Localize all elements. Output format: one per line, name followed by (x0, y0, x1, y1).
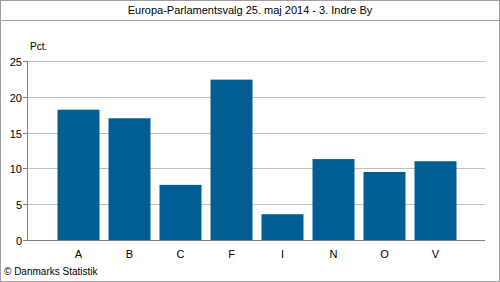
bar (262, 214, 304, 240)
x-tick-label: C (177, 248, 185, 260)
y-tick-label: 25 (10, 56, 22, 68)
y-axis-label: Pct. (30, 41, 47, 52)
chart-svg: Europa-Parlamentsvalg 25. maj 2014 - 3. … (0, 0, 500, 282)
x-tick-label: I (281, 248, 284, 260)
x-tick-label: A (75, 248, 83, 260)
x-tick-label: N (330, 248, 338, 260)
y-tick (23, 97, 27, 98)
y-tick-label: 0 (16, 235, 22, 247)
source: © Danmarks Statistik (4, 266, 99, 277)
bar (313, 159, 355, 240)
grid-line (27, 97, 485, 98)
y-tick (23, 240, 27, 241)
chart-container: Europa-Parlamentsvalg 25. maj 2014 - 3. … (0, 0, 500, 282)
y-tick (23, 61, 27, 62)
bar (364, 172, 406, 240)
x-tick-label: B (126, 248, 133, 260)
bar (415, 161, 457, 240)
y-tick-label: 20 (10, 92, 22, 104)
y-axis-line (27, 61, 28, 240)
x-tick-label: O (380, 248, 389, 260)
y-tick (23, 133, 27, 134)
bar (160, 185, 202, 240)
grid-line (27, 61, 485, 62)
frame (1, 1, 500, 282)
x-axis-line (27, 240, 485, 241)
bar (58, 110, 100, 240)
y-tick (23, 204, 27, 205)
x-tick-label: V (432, 248, 440, 260)
bar (211, 80, 253, 240)
bars (58, 80, 457, 240)
y-tick (23, 168, 27, 169)
grid-line (27, 240, 485, 241)
bar (109, 118, 151, 240)
title-separator (0, 20, 500, 21)
title: Europa-Parlamentsvalg 25. maj 2014 - 3. … (128, 4, 373, 16)
y-tick-label: 5 (16, 199, 22, 211)
y-tick-label: 15 (10, 128, 22, 140)
y-tick-label: 10 (10, 163, 22, 175)
x-tick-label: F (228, 248, 235, 260)
